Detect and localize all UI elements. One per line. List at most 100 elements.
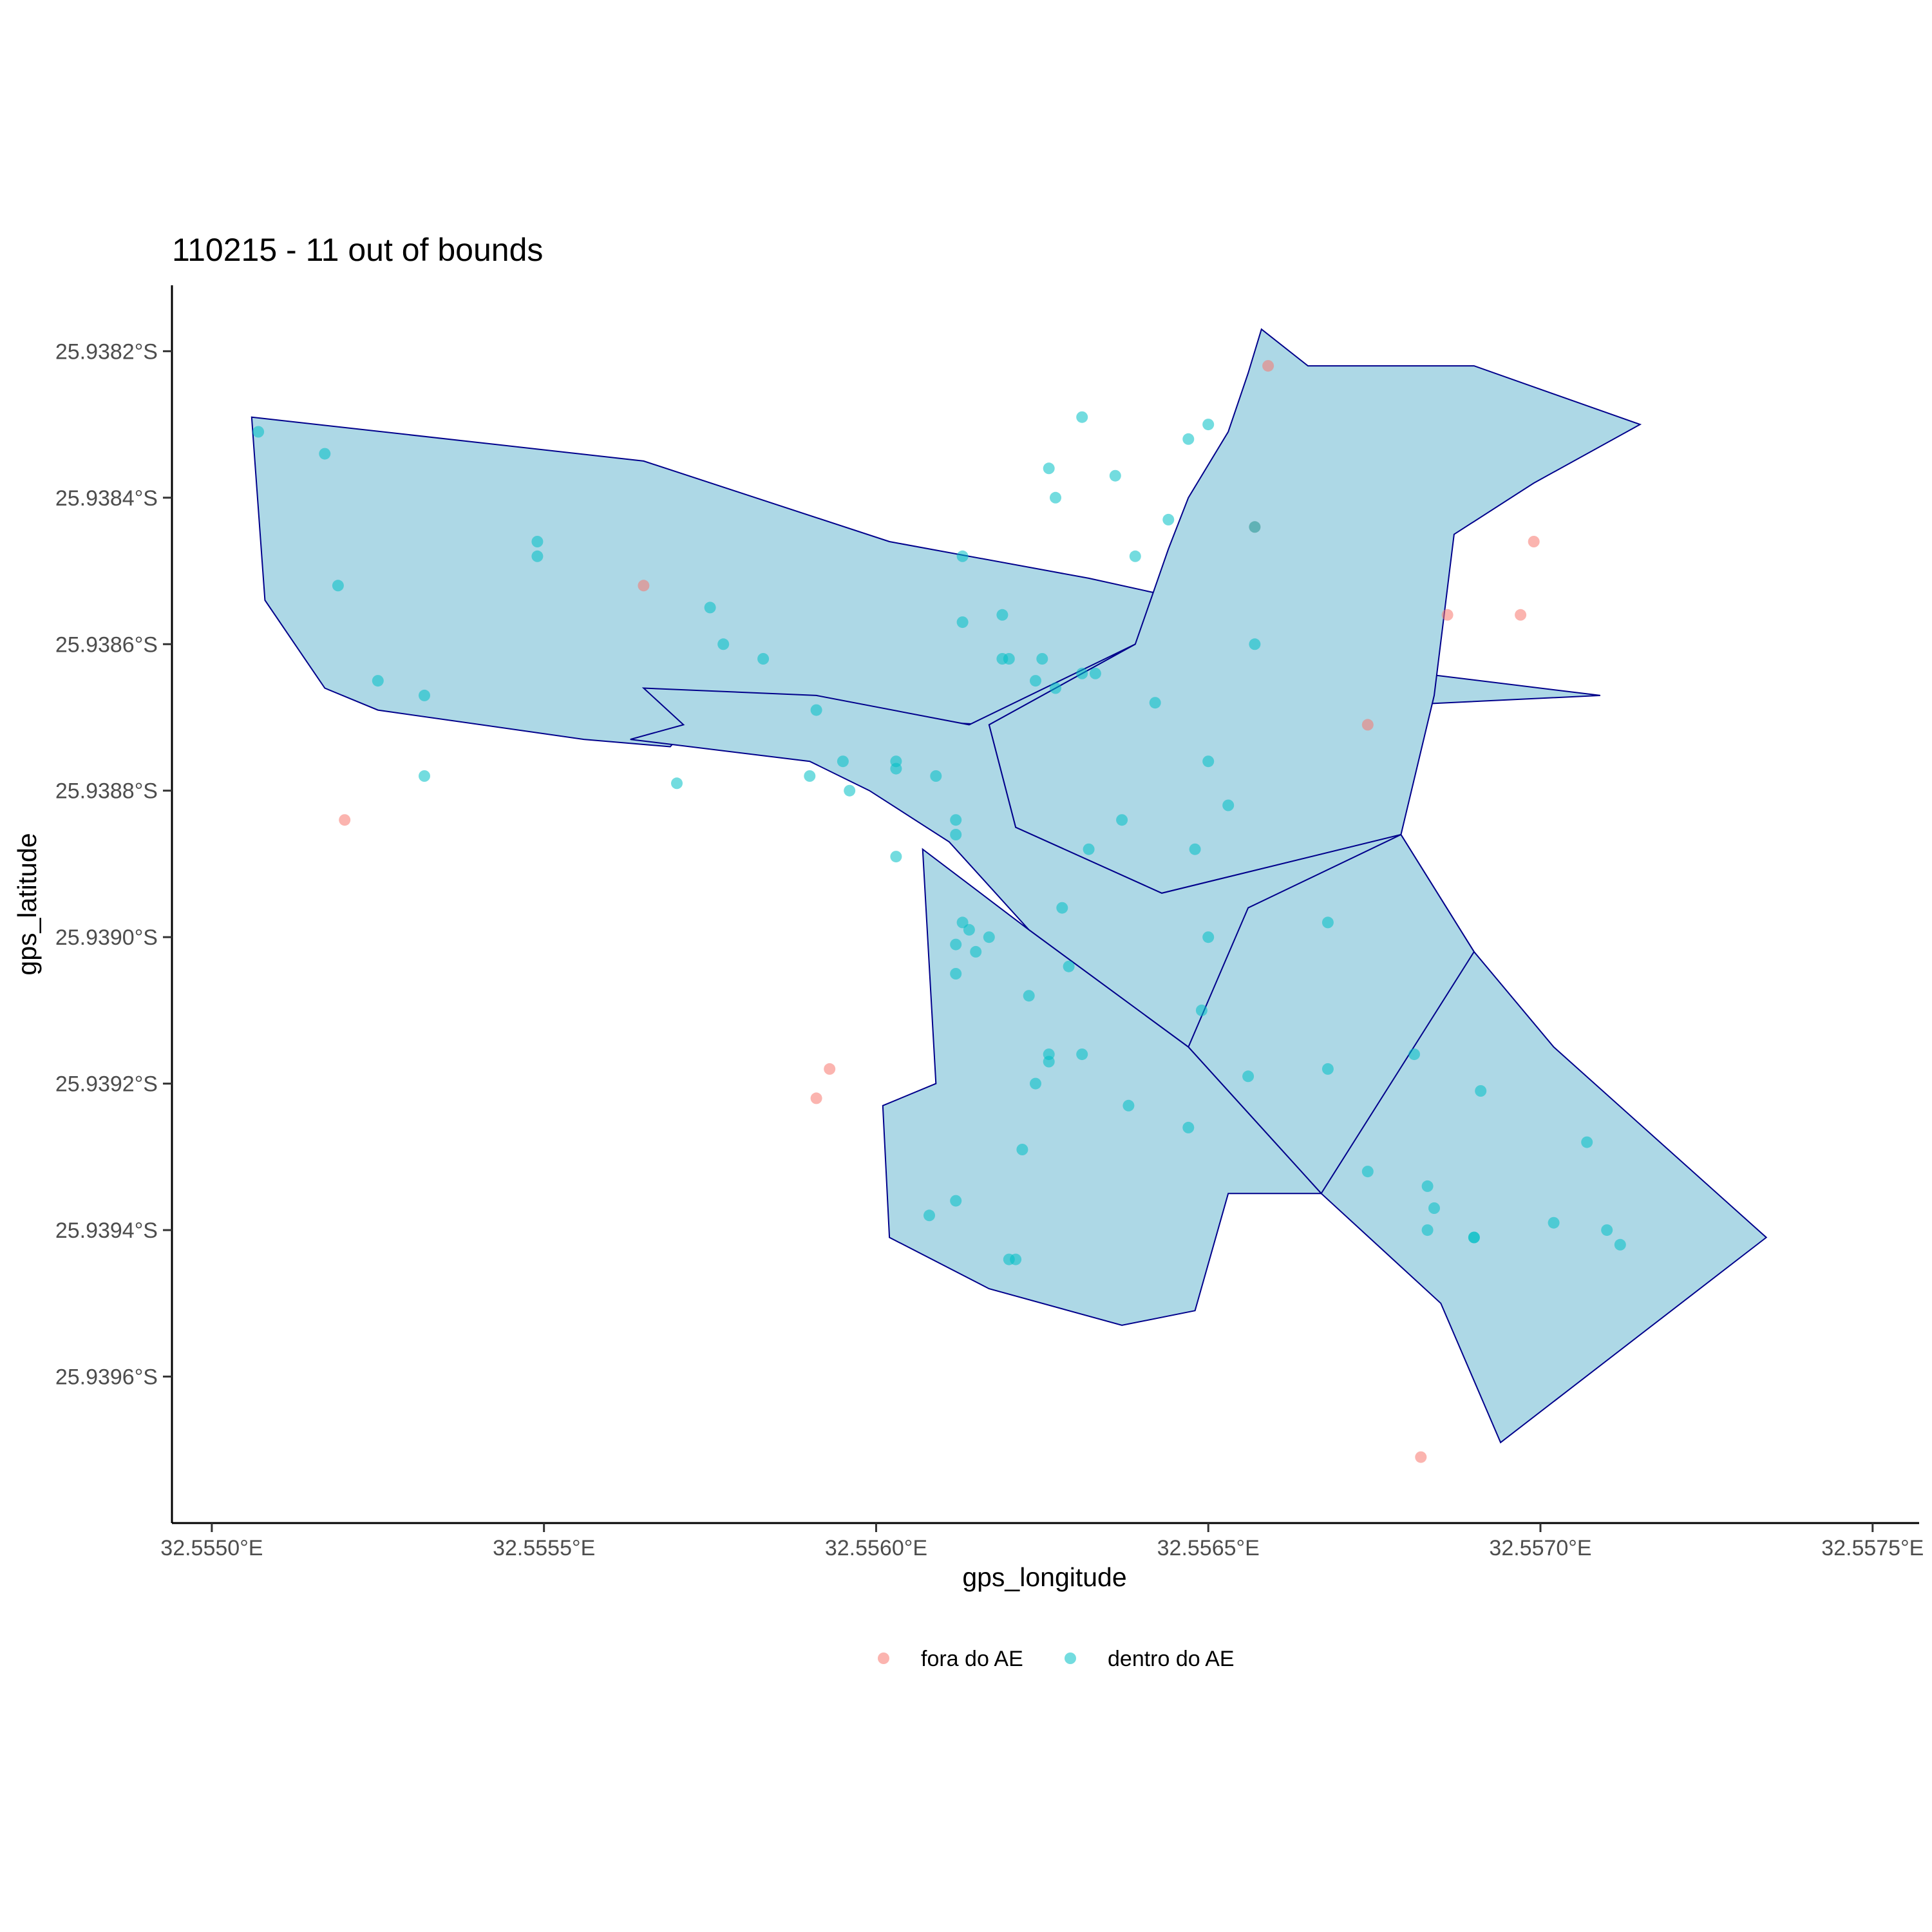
area-polygon-4	[1188, 833, 1475, 1195]
point-dentro-do-ae	[890, 851, 902, 863]
gps-points	[252, 360, 1626, 1463]
point-dentro-do-ae	[1003, 1253, 1015, 1265]
x-tick-label: 32.5550°E	[160, 1536, 263, 1560]
point-dentro-do-ae	[1076, 411, 1088, 423]
point-dentro-do-ae	[1321, 916, 1334, 929]
axes: 32.5550°E 32.5555°E 32.5560°E 32.5565°E 32.5…	[55, 285, 1924, 1560]
point-dentro-do-ae	[1003, 653, 1015, 665]
legend-key-2	[1065, 1653, 1076, 1664]
point-dentro-do-ae	[1249, 638, 1261, 650]
point-dentro-do-ae	[419, 770, 430, 782]
point-dentro-do-ae	[419, 689, 430, 701]
point-dentro-do-ae	[1063, 960, 1075, 972]
point-dentro-do-ae	[1050, 491, 1061, 504]
point-fora-do-ae	[1441, 609, 1454, 621]
point-dentro-do-ae	[717, 638, 730, 650]
point-dentro-do-ae	[1408, 1048, 1420, 1061]
point-dentro-do-ae	[1149, 697, 1161, 709]
point-dentro-do-ae	[1109, 469, 1121, 482]
point-dentro-do-ae	[963, 923, 975, 936]
point-dentro-do-ae	[956, 616, 969, 629]
point-dentro-do-ae	[1421, 1180, 1434, 1192]
point-fora-do-ae	[1361, 719, 1374, 731]
point-dentro-do-ae	[531, 550, 544, 562]
point-dentro-do-ae	[372, 675, 384, 687]
point-dentro-do-ae	[1076, 667, 1088, 679]
area-polygons	[251, 328, 1768, 1444]
point-dentro-do-ae	[1428, 1202, 1440, 1214]
point-dentro-do-ae	[252, 426, 265, 438]
point-dentro-do-ae	[1122, 1099, 1135, 1112]
point-dentro-do-ae	[1182, 1121, 1195, 1133]
area-polygon-5	[882, 848, 1323, 1326]
point-fora-do-ae	[339, 814, 351, 826]
point-dentro-do-ae	[1129, 550, 1141, 562]
x-tick-label: 32.5565°E	[1157, 1536, 1260, 1560]
point-dentro-do-ae	[1361, 1166, 1374, 1178]
point-dentro-do-ae	[531, 536, 544, 547]
point-dentro-do-ae	[332, 580, 344, 592]
y-tick-label: 25.9388°S	[55, 779, 158, 804]
point-dentro-do-ae	[671, 777, 683, 790]
point-dentro-do-ae	[950, 938, 962, 951]
point-fora-do-ae	[824, 1063, 836, 1075]
point-dentro-do-ae	[1614, 1238, 1626, 1251]
x-tick-label: 32.5555°E	[493, 1536, 595, 1560]
y-tick-label: 25.9384°S	[55, 486, 158, 511]
point-dentro-do-ae	[1162, 513, 1175, 526]
point-dentro-do-ae	[950, 814, 962, 826]
point-dentro-do-ae	[1076, 1048, 1088, 1061]
y-tick-label: 25.9394°S	[55, 1218, 158, 1243]
legend-label-2: dentro do AE	[1108, 1647, 1235, 1671]
point-dentro-do-ae	[950, 968, 962, 980]
point-dentro-do-ae	[950, 829, 962, 840]
point-fora-do-ae	[1415, 1451, 1427, 1463]
point-dentro-do-ae	[1202, 419, 1215, 431]
x-axis-title: gps_longitude	[962, 1562, 1126, 1592]
point-dentro-do-ae	[930, 770, 942, 782]
point-dentro-do-ae	[1182, 433, 1195, 445]
point-dentro-do-ae	[757, 653, 770, 665]
point-dentro-do-ae	[1242, 1070, 1255, 1083]
point-dentro-do-ae	[1016, 1144, 1028, 1155]
point-dentro-do-ae	[810, 704, 822, 716]
point-dentro-do-ae	[923, 1209, 935, 1222]
point-dentro-do-ae	[996, 609, 1009, 621]
point-dentro-do-ae	[950, 1195, 962, 1207]
point-dentro-do-ae	[837, 755, 849, 768]
y-tick-label: 25.9392°S	[55, 1072, 158, 1097]
point-dentro-do-ae	[1043, 462, 1055, 475]
point-dentro-do-ae	[1189, 843, 1201, 855]
point-dentro-do-ae	[890, 755, 902, 768]
point-dentro-do-ae	[704, 601, 716, 614]
point-dentro-do-ae	[1089, 667, 1101, 679]
point-dentro-do-ae	[1030, 1077, 1041, 1090]
y-tick-label: 25.9382°S	[55, 339, 158, 364]
point-dentro-do-ae	[1056, 902, 1068, 914]
point-dentro-do-ae	[1581, 1136, 1593, 1148]
point-dentro-do-ae	[1043, 1048, 1055, 1061]
point-dentro-do-ae	[1023, 990, 1035, 1002]
x-tick-label: 32.5575°E	[1821, 1536, 1924, 1560]
y-tick-label: 25.9390°S	[55, 925, 158, 950]
point-fora-do-ae	[810, 1092, 822, 1104]
point-dentro-do-ae	[844, 784, 856, 797]
point-fora-do-ae	[1262, 360, 1274, 372]
point-dentro-do-ae	[1222, 799, 1235, 811]
legend: fora do AE dentro do AE	[878, 1647, 1235, 1671]
x-tick-label: 32.5560°E	[825, 1536, 927, 1560]
point-dentro-do-ae	[804, 770, 816, 782]
point-dentro-do-ae	[1050, 682, 1061, 694]
point-dentro-do-ae	[1083, 843, 1095, 855]
point-dentro-do-ae	[956, 550, 969, 562]
legend-key-1	[878, 1653, 889, 1664]
point-fora-do-ae	[1515, 609, 1527, 621]
point-dentro-do-ae	[1321, 1063, 1334, 1075]
point-dentro-do-ae	[1468, 1231, 1480, 1244]
point-dentro-do-ae	[319, 448, 331, 460]
point-dentro-do-ae	[1202, 931, 1215, 943]
x-tick-label: 32.5570°E	[1489, 1536, 1591, 1560]
point-dentro-do-ae	[983, 931, 995, 943]
point-dentro-do-ae	[1195, 1004, 1208, 1016]
